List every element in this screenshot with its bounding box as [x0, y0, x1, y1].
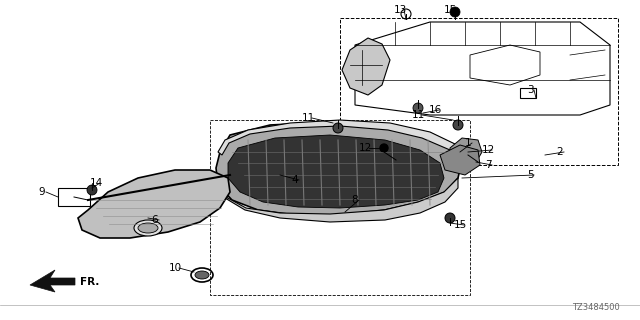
Text: 5: 5 — [527, 170, 533, 180]
Circle shape — [380, 144, 388, 152]
Text: 4: 4 — [292, 175, 298, 185]
Text: 15: 15 — [453, 220, 467, 230]
Text: 15: 15 — [444, 5, 456, 15]
Text: 8: 8 — [352, 195, 358, 205]
Polygon shape — [218, 178, 458, 222]
Circle shape — [413, 103, 423, 113]
Circle shape — [87, 185, 97, 195]
Text: 12: 12 — [481, 145, 495, 155]
Polygon shape — [450, 138, 482, 168]
Text: TZ3484500: TZ3484500 — [572, 303, 620, 312]
Text: 11: 11 — [301, 113, 315, 123]
Circle shape — [453, 120, 463, 130]
Polygon shape — [78, 170, 230, 238]
Text: 10: 10 — [168, 263, 182, 273]
Text: 9: 9 — [38, 187, 45, 197]
Text: 11: 11 — [412, 110, 424, 120]
Text: 3: 3 — [527, 85, 533, 95]
Bar — [210, 120, 470, 295]
Text: 6: 6 — [152, 215, 158, 225]
Text: 13: 13 — [394, 5, 406, 15]
Polygon shape — [228, 135, 444, 208]
Circle shape — [464, 148, 472, 156]
Text: 2: 2 — [557, 147, 563, 157]
Text: 7: 7 — [484, 160, 492, 170]
Circle shape — [445, 213, 455, 223]
Polygon shape — [218, 120, 462, 165]
Text: 14: 14 — [90, 178, 102, 188]
Ellipse shape — [195, 271, 209, 279]
Circle shape — [333, 123, 343, 133]
Polygon shape — [342, 38, 390, 95]
Bar — [520, 88, 536, 98]
Text: 16: 16 — [428, 105, 442, 115]
Bar — [340, 18, 618, 165]
Bar — [58, 188, 90, 206]
Circle shape — [450, 7, 460, 17]
Text: 12: 12 — [358, 143, 372, 153]
Ellipse shape — [138, 223, 158, 233]
Polygon shape — [440, 145, 480, 175]
Ellipse shape — [134, 220, 162, 236]
Text: 1: 1 — [465, 138, 471, 148]
Polygon shape — [216, 122, 462, 215]
Text: FR.: FR. — [80, 277, 99, 287]
Polygon shape — [30, 270, 75, 292]
